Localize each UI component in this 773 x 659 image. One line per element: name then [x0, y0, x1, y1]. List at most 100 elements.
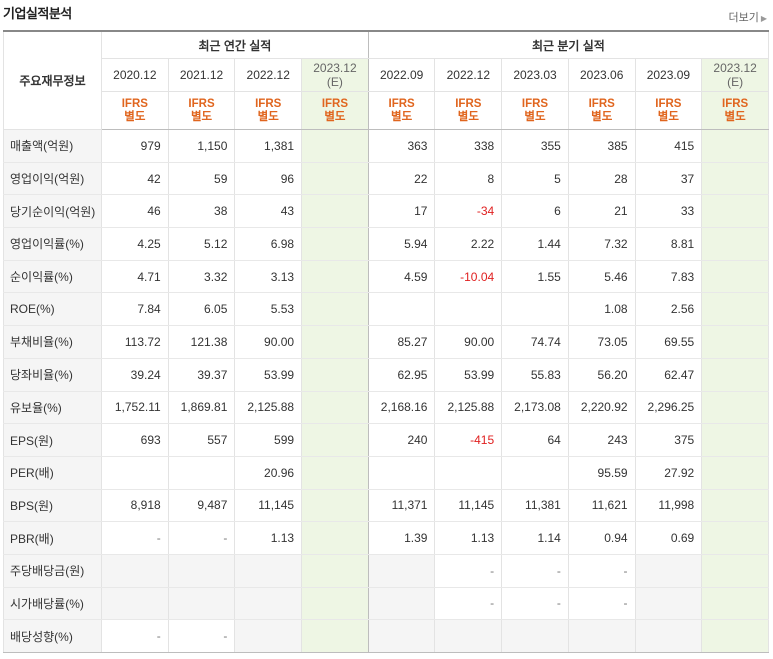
table-cell [367, 553, 436, 588]
table-cell: 11,371 [367, 489, 436, 523]
table-cell: 5.94 [367, 227, 436, 261]
table-cell [367, 619, 436, 653]
ifrs-label: IFRS [655, 97, 682, 110]
ifrs-badge: IFRS 별도 [634, 91, 703, 130]
period-header: 2023.06 [567, 58, 636, 92]
table-row: 당기순이익(억원) 46 38 43 17 -34 6 21 33 [3, 194, 769, 229]
ifrs-basis: 별도 [391, 110, 413, 123]
table-cell [234, 553, 303, 588]
table-cell: 2,296.25 [634, 391, 703, 425]
row-label[interactable]: ROE(%) [3, 292, 102, 327]
table-cell: 85.27 [367, 325, 436, 359]
table-cell: 28 [567, 162, 636, 196]
table-cell: 2.56 [634, 292, 703, 327]
table-cell: 6.05 [167, 292, 236, 327]
table-cell: -10.04 [434, 260, 503, 294]
table-cell: 1.44 [501, 227, 569, 261]
table-cell [634, 619, 703, 653]
table-cell: 7.83 [634, 260, 703, 294]
table-cell [301, 325, 369, 359]
table-cell: 74.74 [501, 325, 569, 359]
table-cell [434, 292, 503, 327]
table-cell: 38 [167, 194, 236, 229]
ifrs-label: IFRS [188, 97, 215, 110]
table-cell: -415 [434, 423, 503, 457]
table-cell: 363 [367, 129, 436, 163]
table-cell: 375 [634, 423, 703, 457]
table-cell [701, 129, 769, 163]
table-cell [101, 456, 169, 490]
table-cell: 53.99 [434, 358, 503, 392]
row-label[interactable]: 부채비율(%) [3, 325, 102, 359]
table-cell [634, 553, 703, 588]
table-cell: 11,145 [434, 489, 503, 523]
row-label[interactable]: 시가배당률(%) [3, 587, 102, 621]
table-cell: 2,220.92 [567, 391, 636, 425]
table-cell [301, 260, 369, 294]
table-cell [301, 619, 369, 653]
table-cell: 5.12 [167, 227, 236, 261]
table-cell: 5.46 [567, 260, 636, 294]
table-cell: 73.05 [567, 325, 636, 359]
annual-group-header: 최근 연간 실적 [101, 30, 369, 59]
period-label: 2023.12 [313, 61, 357, 75]
table-cell: 11,145 [234, 489, 303, 523]
table-cell: 27.92 [634, 456, 703, 490]
row-label[interactable]: 매출액(억원) [3, 129, 102, 163]
period-header: 2022.09 [367, 58, 436, 92]
table-row: 당좌비율(%) 39.24 39.37 53.99 62.95 53.99 55.83 56.… [3, 358, 769, 392]
table-cell: 979 [101, 129, 169, 163]
ifrs-basis: 별도 [190, 110, 213, 123]
table-cell [367, 587, 436, 621]
ifrs-badge: IFRS 별도 [101, 91, 169, 130]
ifrs-label: IFRS [121, 97, 148, 110]
period-header: 2023.09 [634, 58, 703, 92]
table-cell: 42 [101, 162, 169, 196]
table-cell: 90.00 [434, 325, 503, 359]
row-label[interactable]: 유보율(%) [3, 391, 102, 425]
table-cell: 693 [101, 423, 169, 457]
period-header: 2022.12 [234, 58, 303, 92]
table-cell: 69.55 [634, 325, 703, 359]
table-cell: 599 [234, 423, 303, 457]
table-cell: 1,381 [234, 129, 303, 163]
estimate-mark: (E) [326, 75, 343, 89]
table-cell [701, 292, 769, 327]
row-label[interactable]: 순이익률(%) [3, 260, 102, 294]
ifrs-badge: IFRS 별도 [501, 91, 569, 130]
more-link[interactable]: 더보기 ▶ [728, 9, 767, 25]
table-cell [301, 194, 369, 229]
table-cell [301, 292, 369, 327]
row-label[interactable]: 당기순이익(억원) [3, 194, 102, 229]
table-cell [434, 456, 503, 490]
row-label[interactable]: 배당성향(%) [3, 619, 102, 653]
row-label[interactable]: 당좌비율(%) [3, 358, 102, 392]
table-cell [701, 162, 769, 196]
row-label[interactable]: PBR(배) [3, 521, 102, 555]
row-label[interactable]: 영업이익(억원) [3, 162, 102, 196]
table-cell: 240 [367, 423, 436, 457]
table-cell: 4.59 [367, 260, 436, 294]
table-cell: 9,487 [167, 489, 236, 523]
table-cell [167, 587, 236, 621]
ifrs-label: IFRS [455, 97, 482, 110]
row-label[interactable]: BPS(원) [3, 489, 102, 523]
table-cell: 56.20 [567, 358, 636, 392]
table-cell: 3.32 [167, 260, 236, 294]
table-cell: 53.99 [234, 358, 303, 392]
ifrs-badge: IFRS 별도 [301, 91, 369, 130]
ifrs-label: IFRS [255, 97, 282, 110]
row-label[interactable]: PER(배) [3, 456, 102, 490]
row-label[interactable]: 영업이익률(%) [3, 227, 102, 261]
row-label[interactable]: 주당배당금(원) [3, 553, 102, 588]
table-cell: - [567, 587, 636, 621]
row-label[interactable]: EPS(원) [3, 423, 102, 457]
table-cell [567, 619, 636, 653]
table-cell [301, 456, 369, 490]
table-cell [301, 358, 369, 392]
table-cell [634, 587, 703, 621]
period-header: 2023.12 (E) [701, 58, 769, 92]
table-cell: - [167, 521, 236, 555]
table-cell: 43 [234, 194, 303, 229]
